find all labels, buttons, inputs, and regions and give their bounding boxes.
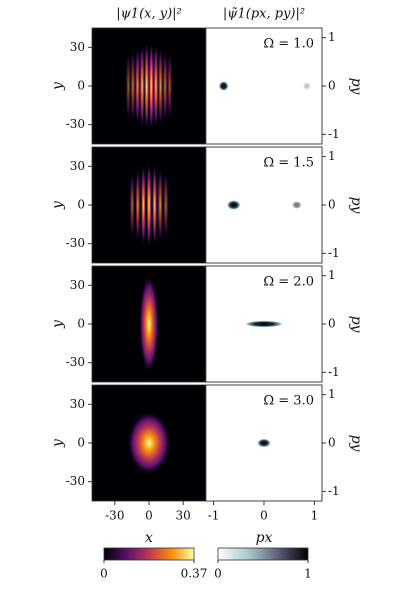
y-tick-label: 30 <box>70 278 85 292</box>
x-tick-label: -1 <box>208 509 220 523</box>
y-tick-label: -1 <box>328 484 340 498</box>
density-fringe <box>148 40 154 132</box>
y-tick-label: 1 <box>328 268 336 282</box>
y-tick-label: -30 <box>66 355 85 369</box>
y-axis-label: py <box>348 78 364 96</box>
annotation: Ω = 1.5 <box>263 156 314 171</box>
colorbar-tick-label: 0 <box>214 567 222 581</box>
density-fringe <box>144 40 150 132</box>
y-tick-label: -1 <box>328 246 340 260</box>
density-fringe <box>167 51 173 121</box>
colorbar-tick-label: 0.37 <box>181 567 208 581</box>
density-fringe <box>134 45 141 127</box>
y-tick-label: 0 <box>77 436 85 450</box>
y-tick-label: -30 <box>66 474 85 488</box>
y-tick-label: 0 <box>328 79 336 93</box>
y-tick-label: 1 <box>328 387 336 401</box>
density-fringe <box>140 162 146 248</box>
colorbar-tick-label: 1 <box>304 567 312 581</box>
y-tick-label: 0 <box>77 198 85 212</box>
momentum-blob <box>226 200 241 210</box>
column-title: |ψ̃1(px, py)|² <box>223 7 305 22</box>
density-fringe <box>135 167 141 243</box>
colorbar <box>103 547 195 561</box>
x-tick-label: 0 <box>260 509 268 523</box>
x-tick-label: -30 <box>105 509 124 523</box>
x-tick-label: 1 <box>311 509 319 523</box>
y-axis-label: y <box>50 438 66 448</box>
annotation: Ω = 2.0 <box>263 275 314 290</box>
density-fringe <box>139 42 145 130</box>
y-tick-label: -1 <box>328 365 340 379</box>
y-tick-label: 30 <box>70 40 85 54</box>
density-fringe <box>125 51 131 121</box>
y-tick-label: 1 <box>328 30 336 44</box>
y-tick-label: 0 <box>77 317 85 331</box>
density-fringe <box>163 170 169 240</box>
y-axis-label: py <box>348 197 364 215</box>
momentum-blob <box>257 438 271 448</box>
density-fringe <box>162 49 168 123</box>
momentum-blob <box>244 320 284 328</box>
density-fringe <box>146 161 152 249</box>
x-tick-label: 30 <box>176 509 191 523</box>
x-axis-label: x <box>145 530 153 546</box>
momentum-blob <box>302 82 311 90</box>
y-tick-label: 0 <box>328 198 336 212</box>
y-tick-label: -30 <box>66 236 85 250</box>
annotation: Ω = 1.0 <box>263 37 314 52</box>
density-fringe <box>130 49 136 123</box>
density-fringe <box>152 162 158 248</box>
density-fringe <box>157 45 164 127</box>
colorbar-tick-label: 0 <box>100 567 108 581</box>
y-axis-label: y <box>50 81 66 91</box>
density-blob <box>139 274 159 374</box>
y-tick-label: -1 <box>328 127 340 141</box>
annotation: Ω = 3.0 <box>263 394 314 409</box>
y-tick-label: 30 <box>70 159 85 173</box>
density-fringe <box>153 42 159 130</box>
x-axis-label: px <box>256 530 273 546</box>
density-fringe <box>129 170 135 240</box>
density-blob <box>127 411 171 475</box>
y-tick-label: 0 <box>77 79 85 93</box>
y-axis-label: py <box>348 435 364 453</box>
colorbar <box>217 547 309 561</box>
momentum-blob <box>291 201 302 209</box>
y-tick-label: 1 <box>328 149 336 163</box>
y-axis-label: py <box>348 316 364 334</box>
x-tick-label: 0 <box>145 509 153 523</box>
momentum-blob <box>218 81 229 91</box>
y-tick-label: 0 <box>328 317 336 331</box>
y-axis-label: y <box>50 200 66 210</box>
density-fringe <box>157 167 163 243</box>
y-tick-label: 0 <box>328 436 336 450</box>
y-tick-label: 30 <box>70 397 85 411</box>
column-title: |ψ1(x, y)|² <box>116 7 182 22</box>
y-tick-label: -30 <box>66 117 85 131</box>
y-axis-label: y <box>50 319 66 329</box>
